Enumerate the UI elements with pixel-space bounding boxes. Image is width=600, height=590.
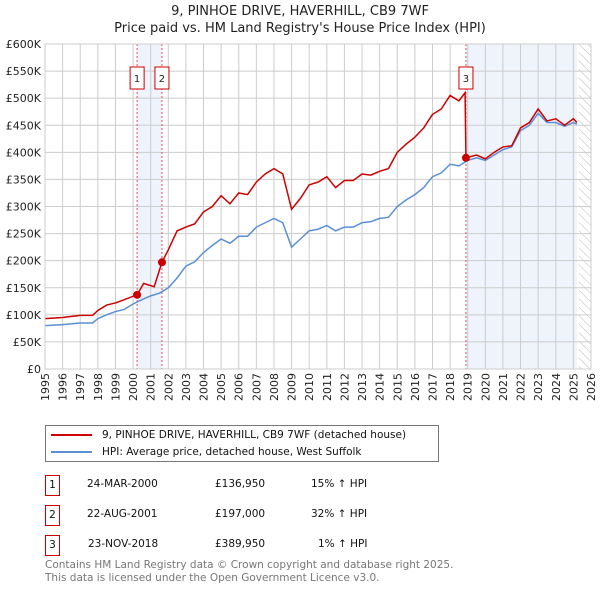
x-tick-label: 2024 (550, 373, 563, 401)
x-tick-label: 2021 (497, 373, 510, 401)
x-tick-label: 2017 (426, 373, 439, 401)
y-tick-label: £300K (6, 201, 42, 214)
sale-price: £136,950 (215, 478, 266, 490)
x-tick-label: 2018 (444, 373, 457, 401)
x-tick-label: 1999 (109, 373, 122, 401)
y-tick-label: £350K (6, 173, 42, 186)
legend: 9, PINHOE DRIVE, HAVERHILL, CB9 7WF (det… (45, 425, 439, 462)
property-price-line (44, 90, 578, 320)
x-tick-label: 2022 (515, 373, 528, 401)
y-tick-label: £400K (6, 146, 42, 159)
sale-row: 1 24-MAR-2000 £136,950 15% ↑ HPI (45, 475, 445, 496)
x-tick-label: 2016 (409, 373, 422, 401)
legend-swatch-property (51, 433, 92, 436)
x-tick-label: 1996 (57, 373, 70, 401)
sale-marker-label: 1 (134, 74, 140, 85)
sale-hpi: 1% ↑ HPI (318, 538, 368, 550)
sale-row: 3 23-NOV-2018 £389,950 1% ↑ HPI (45, 535, 445, 556)
x-tick-label: 2000 (127, 373, 140, 401)
x-tick-label: 2009 (286, 373, 299, 401)
sale-date: 24-MAR-2000 (87, 478, 158, 490)
x-tick-label: 2012 (338, 373, 351, 401)
x-tick-label: 2003 (180, 373, 193, 401)
y-tick-label: £600K (6, 38, 42, 51)
x-tick-label: 2002 (162, 373, 175, 401)
x-tick-label: 1998 (92, 373, 105, 401)
x-tick-label: 2007 (250, 373, 263, 401)
y-tick-label: £550K (6, 65, 42, 78)
footer-licence: This data is licensed under the Open Gov… (45, 572, 380, 584)
sale-marker-box (129, 66, 145, 90)
sale-marker-label: 2 (159, 74, 165, 85)
y-tick-label: £450K (6, 119, 42, 132)
chart-title: 9, PINHOE DRIVE, HAVERHILL, CB9 7WF (171, 4, 429, 19)
x-tick-label: 2026 (585, 373, 598, 401)
footer-copyright: Contains HM Land Registry data © Crown c… (45, 559, 454, 571)
y-tick-label: £250K (6, 228, 42, 241)
plot-frame (44, 43, 592, 370)
y-tick-label: £100K (6, 309, 42, 322)
x-tick-label: 2001 (145, 373, 158, 401)
x-tick-label: 2023 (532, 373, 545, 401)
x-tick-label: 2015 (391, 373, 404, 401)
legend-label-hpi: HPI: Average price, detached house, West… (102, 445, 362, 458)
x-tick-label: 2014 (374, 373, 387, 401)
x-tick-label: 2013 (356, 373, 369, 401)
legend-label-property: 9, PINHOE DRIVE, HAVERHILL, CB9 7WF (det… (102, 428, 407, 441)
sale-price: £389,950 (215, 538, 266, 550)
legend-swatch-hpi (51, 450, 92, 453)
price-chart: 1995 1996 1997 1998 1999 2000 2001 2002 2003 2004… (6, 38, 598, 401)
sale-marker-label: 2 (45, 505, 60, 526)
x-tick-label: 2004 (198, 373, 211, 401)
sale-marker-label: 1 (45, 475, 60, 496)
sale-point (133, 290, 142, 299)
x-tick-label: 2019 (462, 373, 475, 401)
sale-price: £197,000 (215, 508, 266, 520)
sale-marker-label: 3 (463, 74, 469, 85)
sale-row: 2 22-AUG-2001 £197,000 32% ↑ HPI (45, 505, 445, 526)
x-tick-label: 2011 (321, 373, 334, 401)
x-tick-label: 1997 (74, 373, 87, 401)
sale-date: 23-NOV-2018 (88, 538, 159, 550)
y-tick-label: £0 (27, 363, 41, 376)
chart-subtitle: Price paid vs. HM Land Registry's House … (114, 21, 486, 36)
sale-date: 22-AUG-2001 (87, 508, 158, 520)
sale-point (461, 153, 470, 162)
sale-marker-box (154, 66, 170, 90)
y-tick-label: £200K (6, 255, 42, 268)
x-tick-label: 2005 (215, 373, 228, 401)
y-tick-label: £150K (6, 282, 42, 295)
sale-point (157, 258, 166, 267)
sale-hpi: 15% ↑ HPI (311, 478, 368, 490)
x-tick-label: 2006 (233, 373, 246, 401)
footer: Contains HM Land Registry data © Crown c… (45, 559, 453, 585)
y-tick-label: £50K (13, 336, 42, 349)
sale-hpi: 32% ↑ HPI (311, 508, 368, 520)
x-tick-label: 1995 (39, 373, 52, 401)
x-tick-label: 2008 (268, 373, 281, 401)
hpi-line (44, 112, 578, 327)
y-tick-label: £500K (6, 92, 42, 105)
x-tick-label: 2020 (479, 373, 492, 401)
sale-marker-box (458, 66, 474, 90)
sale-marker-label: 3 (45, 535, 60, 556)
x-tick-label: 2025 (567, 373, 580, 401)
x-tick-label: 2010 (303, 373, 316, 401)
